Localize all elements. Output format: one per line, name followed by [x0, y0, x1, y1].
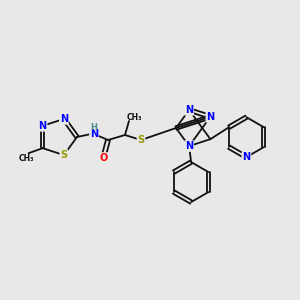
Text: CH₃: CH₃ [19, 154, 34, 163]
Text: N: N [39, 121, 47, 131]
Text: N: N [242, 152, 250, 162]
Text: N: N [206, 112, 214, 122]
Text: CH₃: CH₃ [126, 113, 142, 122]
Text: S: S [60, 150, 68, 160]
Text: N: N [90, 129, 98, 139]
Text: N: N [60, 114, 68, 124]
Text: N: N [185, 105, 193, 115]
Text: H: H [91, 122, 98, 131]
Text: N: N [185, 141, 193, 151]
Text: O: O [100, 153, 108, 163]
Text: S: S [137, 135, 145, 145]
